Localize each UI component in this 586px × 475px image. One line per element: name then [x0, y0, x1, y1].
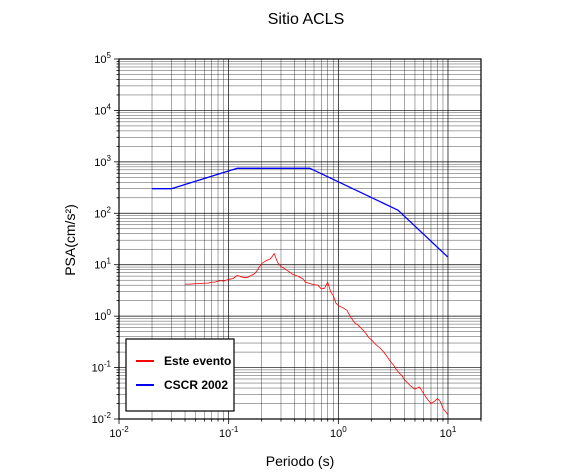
chart-title: Sitio ACLS — [268, 11, 344, 28]
x-tick-label: 100 — [330, 425, 347, 440]
legend: Este evento CSCR 2002 — [125, 338, 235, 412]
series-line-2 — [152, 167, 449, 258]
grid — [118, 59, 482, 420]
y-tick-labels: 10-2 10-1 100 101 102 103 104 105 — [92, 51, 112, 426]
x-tick-labels: 10-2 10-1 100 101 — [109, 425, 457, 440]
y-axis-label: PSA(cm/s²) — [62, 204, 78, 276]
plot-frame — [118, 58, 482, 420]
y-tick-label: 10-2 — [92, 411, 112, 426]
legend-label: Este evento — [164, 354, 231, 368]
series-group — [152, 167, 449, 416]
legend-label: CSCR 2002 — [164, 378, 228, 392]
x-tick-label: 10-2 — [109, 425, 129, 440]
y-tick-label: 105 — [94, 51, 111, 66]
plot-border — [118, 58, 482, 420]
y-tick-label: 103 — [94, 154, 111, 169]
y-tick-label: 10-1 — [92, 360, 112, 375]
y-tick-label: 101 — [94, 257, 111, 272]
tick-marks — [114, 58, 482, 424]
y-tick-label: 104 — [94, 102, 111, 117]
legend-box — [125, 338, 235, 412]
x-tick-label: 10-1 — [219, 425, 239, 440]
x-tick-label: 101 — [440, 425, 457, 440]
x-axis-label: Periodo (s) — [266, 453, 334, 469]
y-tick-label: 102 — [94, 205, 111, 220]
series-line-1 — [185, 253, 449, 416]
y-tick-label: 100 — [94, 308, 111, 323]
